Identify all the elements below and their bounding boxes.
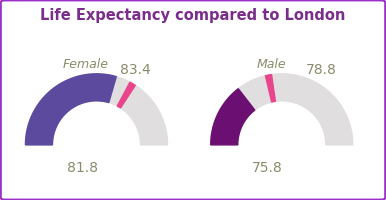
- Text: Male: Male: [256, 58, 286, 71]
- Polygon shape: [25, 74, 116, 145]
- Text: Female: Female: [63, 58, 109, 71]
- Text: 75.8: 75.8: [252, 161, 283, 175]
- Text: 81.8: 81.8: [67, 161, 98, 175]
- Text: 78.8: 78.8: [305, 63, 336, 77]
- Polygon shape: [211, 89, 255, 145]
- Polygon shape: [25, 74, 168, 145]
- Text: 83.4: 83.4: [120, 63, 151, 77]
- Text: Life Expectancy compared to London: Life Expectancy compared to London: [40, 8, 346, 23]
- Polygon shape: [266, 75, 276, 102]
- Polygon shape: [211, 74, 353, 145]
- Polygon shape: [117, 82, 135, 108]
